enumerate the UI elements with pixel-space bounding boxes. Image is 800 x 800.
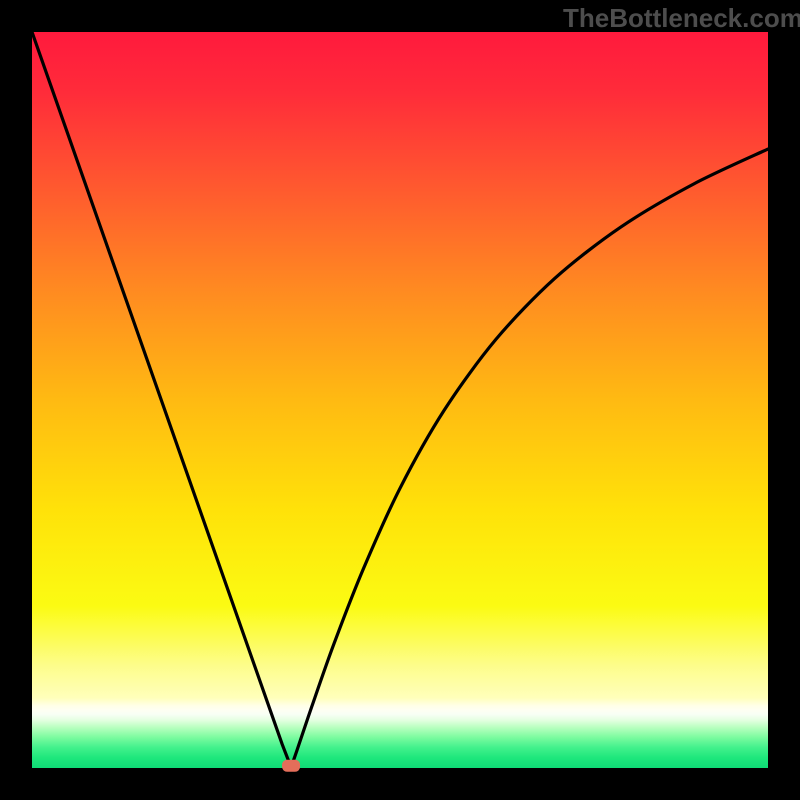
plot-background (32, 32, 768, 768)
chart-svg (0, 0, 800, 800)
chart-frame: TheBottleneck.com (0, 0, 800, 800)
minimum-marker (282, 760, 300, 772)
watermark-text: TheBottleneck.com (563, 3, 800, 34)
